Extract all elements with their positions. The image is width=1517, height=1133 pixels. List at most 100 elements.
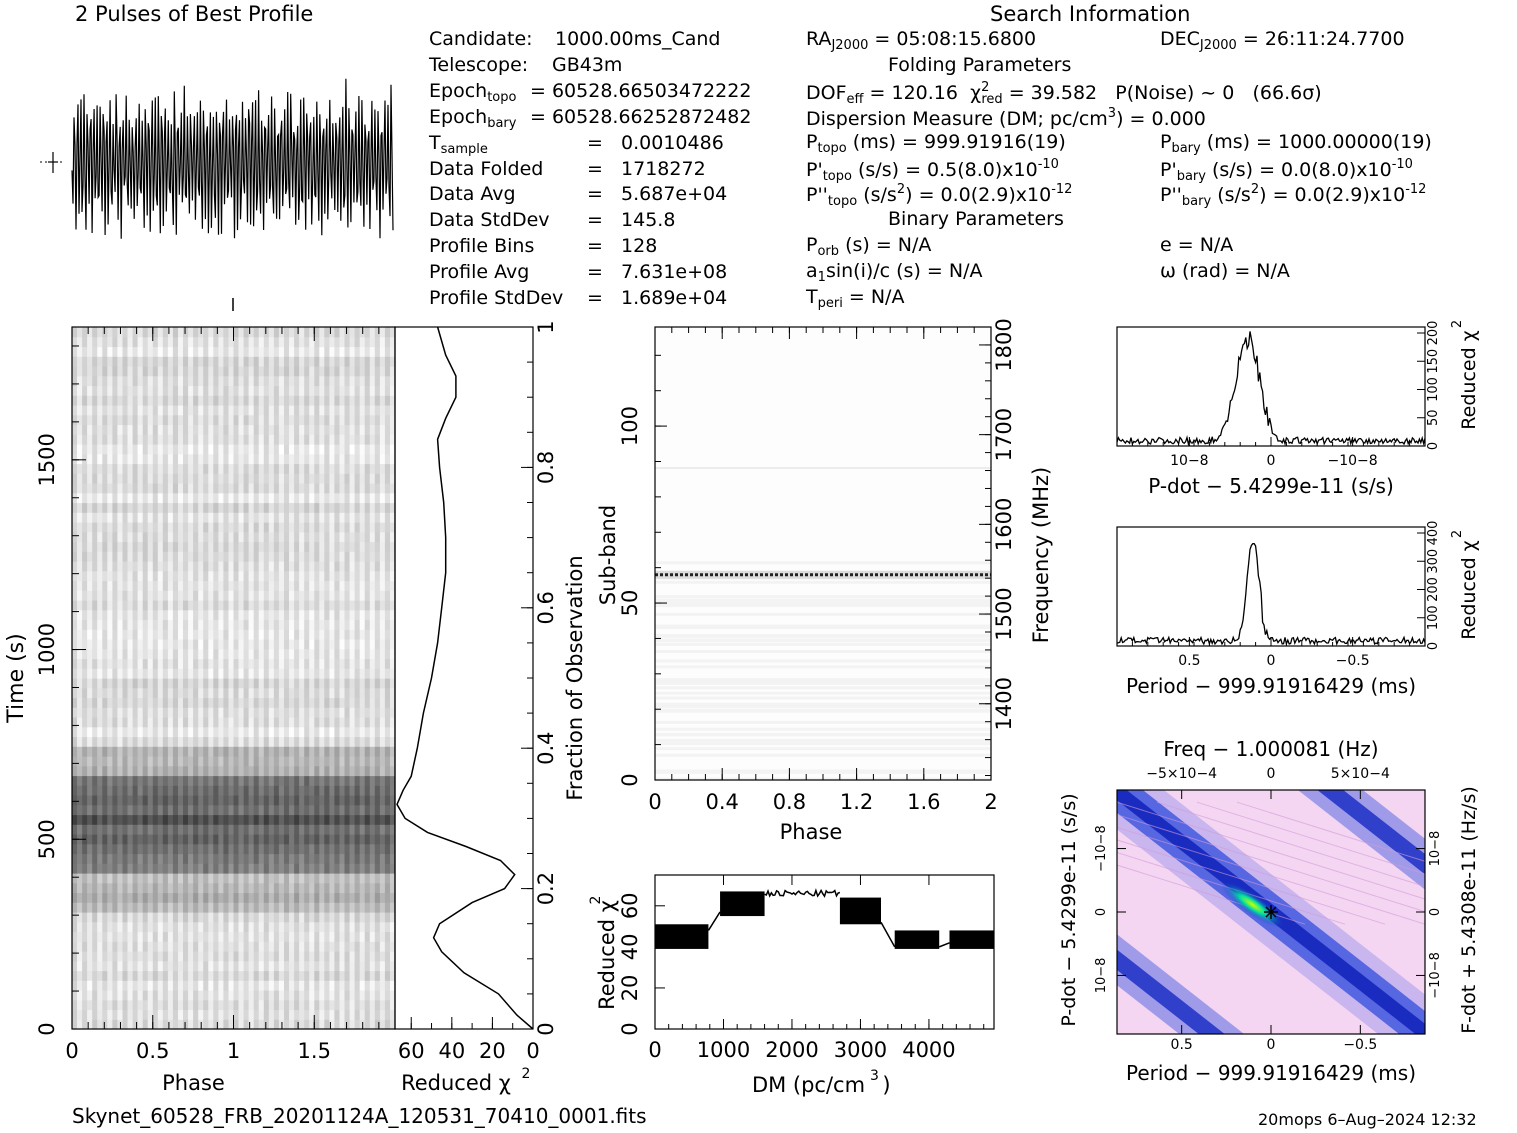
- heatmap-cell: [258, 756, 265, 767]
- heatmap-cell: [72, 756, 78, 767]
- heatmap-cell: [384, 434, 391, 445]
- heatmap-cell: [72, 473, 78, 484]
- heatmap-cell: [97, 804, 103, 816]
- heatmap-cell: [188, 746, 194, 757]
- heatmap-cell: [178, 668, 184, 679]
- heatmap-cell: [304, 814, 310, 825]
- heatmap-cell: [142, 668, 149, 679]
- heatmap-cell: [77, 463, 83, 474]
- heatmap-cell: [132, 1019, 138, 1030]
- heatmap-cell: [258, 775, 265, 786]
- heatmap-cell: [334, 707, 340, 718]
- heatmap-cell: [137, 668, 143, 679]
- heatmap-cell: [172, 824, 179, 835]
- heatmap-cell: [203, 678, 209, 689]
- heatmap-cell: [223, 658, 229, 669]
- heatmap-cell: [273, 570, 280, 582]
- heatmap-cell: [344, 405, 350, 416]
- heatmap-cell: [102, 863, 108, 874]
- heatmap-cell: [268, 434, 275, 445]
- heatmap-cell: [203, 882, 209, 894]
- x-tick-label: 1.2: [840, 790, 873, 814]
- heatmap-cell: [107, 843, 113, 855]
- heatmap-cell: [117, 541, 123, 552]
- heatmap-cell: [273, 765, 280, 777]
- heatmap-cell: [369, 824, 376, 835]
- heatmap-cell: [253, 375, 260, 387]
- heatmap-cell: [344, 629, 350, 640]
- heatmap-cell: [87, 414, 93, 426]
- heatmap-cell: [243, 707, 249, 718]
- heatmap-cell: [314, 648, 320, 660]
- heatmap-cell: [349, 541, 355, 552]
- heatmap-cell: [278, 931, 285, 942]
- heatmap-cell: [223, 736, 229, 747]
- heatmap-cell: [87, 405, 93, 416]
- heatmap-cell: [157, 707, 164, 718]
- heatmap-cell: [339, 463, 345, 474]
- heatmap-cell: [193, 541, 199, 552]
- heatmap-cell: [379, 502, 386, 513]
- heatmap-cell: [268, 648, 275, 660]
- heatmap-cell: [203, 356, 209, 367]
- heatmap-cell: [228, 414, 234, 426]
- heatmap-cell: [97, 551, 103, 562]
- heatmap-cell: [82, 824, 88, 835]
- heatmap-cell: [349, 648, 355, 660]
- heatmap-cell: [112, 960, 118, 972]
- heatmap-cell: [87, 990, 93, 1001]
- heatmap-cell: [77, 336, 83, 348]
- heatmap-cell: [374, 531, 381, 543]
- heatmap-cell: [107, 375, 113, 387]
- heatmap-cell: [359, 1009, 366, 1020]
- heatmap-cell: [304, 834, 310, 845]
- heatmap-cell: [369, 385, 376, 396]
- heatmap-cell: [178, 765, 184, 777]
- heatmap-cell: [334, 804, 340, 816]
- heatmap-cell: [233, 999, 239, 1011]
- heatmap-cell: [188, 941, 194, 952]
- heatmap-cell: [359, 736, 366, 747]
- heatmap-cell: [364, 736, 371, 747]
- heatmap-cell: [339, 551, 345, 562]
- heatmap-cell: [344, 892, 350, 903]
- heatmap-cell: [364, 356, 371, 367]
- heatmap-cell: [203, 502, 209, 513]
- heatmap-cell: [379, 912, 386, 923]
- heatmap-cell: [178, 746, 184, 757]
- heatmap-cell: [233, 570, 239, 582]
- heatmap-cell: [72, 327, 78, 338]
- heatmap-cell: [309, 873, 315, 884]
- heatmap-cell: [92, 697, 98, 708]
- heatmap-cell: [157, 853, 164, 864]
- heatmap-cell: [92, 570, 98, 582]
- heatmap-cell: [87, 453, 93, 465]
- binary-title: Binary Parameters: [888, 208, 1064, 230]
- heatmap-cell: [228, 785, 234, 796]
- heatmap-cell: [112, 463, 118, 474]
- x-tick-label: 0.5: [136, 1039, 169, 1063]
- heatmap-cell: [369, 697, 376, 708]
- heatmap-cell: [349, 853, 355, 864]
- heatmap-cell: [208, 980, 214, 991]
- heatmap-cell: [203, 366, 209, 377]
- heatmap-cell: [364, 941, 371, 952]
- heatmap-cell: [248, 892, 254, 903]
- heatmap-cell: [167, 951, 174, 962]
- heatmap-cell: [167, 658, 174, 669]
- heatmap-cell: [263, 522, 270, 533]
- heatmap-cell: [379, 882, 386, 894]
- heatmap-cell: [334, 639, 340, 650]
- heatmap-cell: [294, 580, 300, 591]
- heatmap-cell: [122, 707, 128, 718]
- heatmap-cell: [319, 453, 325, 465]
- heatmap-cell: [132, 541, 138, 552]
- heatmap-cell: [193, 424, 199, 435]
- heatmap-cell: [354, 980, 360, 991]
- heatmap-cell: [183, 483, 189, 494]
- heatmap-cell: [233, 561, 239, 572]
- heatmap-cell: [117, 795, 123, 806]
- heatmap-cell: [218, 580, 224, 591]
- heatmap-cell: [132, 483, 138, 494]
- info-left-value: = 5.687e+04: [587, 183, 728, 206]
